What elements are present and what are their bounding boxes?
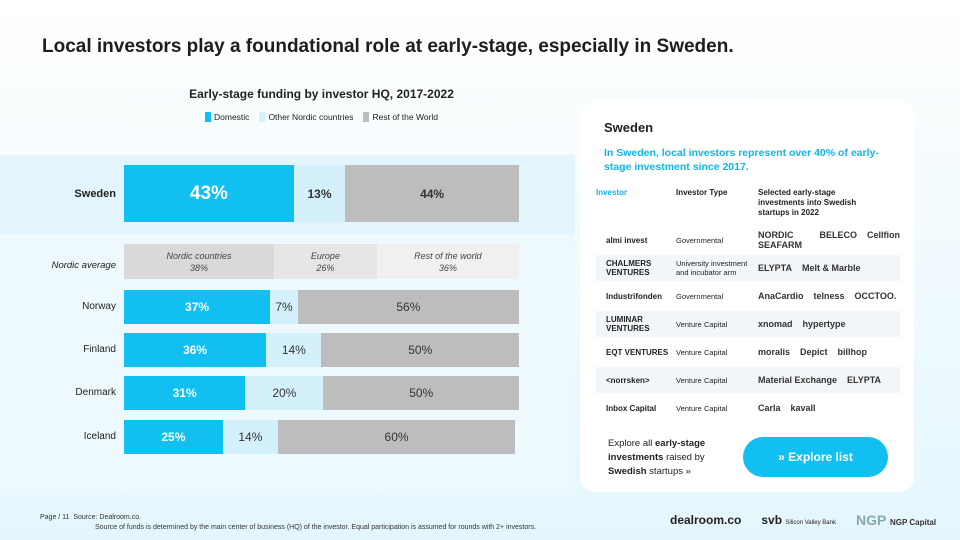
- investor-logo: EQT VENTURES: [606, 347, 669, 357]
- legend-rest: Rest of the World: [363, 112, 438, 122]
- bar-segment: 36%: [124, 333, 267, 367]
- startup-logo: ELYPTA: [847, 375, 882, 385]
- footnote: Source of funds is determined by the mai…: [95, 524, 537, 531]
- investor-type: University investment and incubator arm: [676, 259, 748, 277]
- nav-segment: Nordic countries 38%: [124, 244, 275, 279]
- startup-logo: Cellfion: [867, 230, 900, 240]
- page-number: Page / 11: [40, 514, 70, 521]
- bar-segment: 14%: [266, 333, 322, 367]
- nav-segment: Europe 26%: [274, 244, 377, 279]
- bar-segment: 44%: [345, 165, 519, 222]
- investor-type: Venture Capital: [676, 347, 728, 357]
- source: Source: Dealroom.co.: [73, 514, 142, 521]
- bar-segment: 13%: [293, 165, 346, 222]
- startup-logo: ELYPTA: [758, 263, 793, 273]
- startup-logo: BELECO: [819, 230, 857, 240]
- startup-logo: telness: [813, 291, 845, 301]
- svb-logo: svb Silicon Valley Bank: [761, 513, 836, 527]
- nordic-average-bar: Nordic countries 38% Europe 26% Rest of th…: [124, 244, 519, 279]
- bar-segment: 50%: [323, 376, 519, 410]
- bar-segment: 25%: [124, 420, 223, 454]
- startup-logo: billhop: [837, 347, 868, 357]
- investor-row: Inbox Capital Venture Capital Carla kaval…: [596, 395, 900, 421]
- header-type: Investor Type: [676, 188, 728, 197]
- investor-row: CHALMERS VENTURES University investment …: [596, 255, 900, 281]
- explore-text: Explore all early-stage investments rais…: [608, 438, 706, 477]
- category-label: Denmark: [75, 387, 116, 398]
- bar-segment: 50%: [321, 333, 519, 367]
- bar-finland: 36% 14% 50%: [124, 333, 519, 367]
- startup-logo: Melt & Marble: [802, 263, 861, 273]
- legend-label: Other Nordic countries: [268, 112, 354, 122]
- bar-segment: 31%: [124, 376, 246, 410]
- ngp-logo: NGP NGP Capital: [855, 512, 937, 528]
- bar-denmark: 31% 20% 50%: [124, 376, 519, 410]
- investor-logo: Industrifonden: [606, 291, 662, 301]
- investor-type: Governmental: [676, 235, 724, 245]
- sweden-card: [580, 102, 914, 492]
- investor-row: Industrifonden Governmental AnaCardio tel…: [596, 283, 900, 309]
- card-heading: Sweden: [604, 120, 654, 135]
- investor-row: <norrsken> Venture Capital Material Exch…: [596, 367, 900, 393]
- header-investor: Investor: [596, 188, 628, 197]
- category-label: Iceland: [83, 431, 116, 442]
- investor-row: LUMINAR VENTURES Venture Capital xnomad h…: [596, 311, 900, 337]
- investor-logo: CHALMERS VENTURES: [606, 259, 652, 277]
- bar-segment: 37%: [124, 290, 271, 324]
- bar-segment: 14%: [222, 420, 279, 454]
- bar-segment: 20%: [245, 376, 324, 410]
- dealroom-logo: dealroom.co: [670, 513, 742, 527]
- startup-logo: kavall: [790, 403, 816, 413]
- investor-logo: LUMINAR VENTURES: [606, 315, 650, 333]
- investor-logo: <norrsken>: [606, 375, 650, 385]
- chart-title: Early-stage funding by investor HQ, 2017…: [189, 87, 454, 101]
- page-title: Local investors play a foundational role…: [42, 36, 734, 57]
- partner-logos: dealroom.co svb Silicon Valley Bank NGP …: [670, 512, 936, 528]
- startup-logo: xnomad: [758, 319, 793, 329]
- investor-row: EQT VENTURES Venture Capital moralis Depi…: [596, 339, 900, 365]
- category-label: Norway: [82, 301, 116, 312]
- card-subtitle: In Sweden, local investors represent ove…: [604, 147, 879, 173]
- legend-other-nordic: Other Nordic countries: [259, 112, 353, 122]
- investor-type: Venture Capital: [676, 319, 728, 329]
- category-label: Sweden: [74, 187, 116, 200]
- startup-logo: moralis: [758, 347, 791, 357]
- startup-logo: AnaCardio: [758, 291, 804, 301]
- chart-legend: Domestic Other Nordic countries Rest of …: [124, 112, 519, 122]
- startup-logo: Carla: [758, 403, 781, 413]
- explore-list-button[interactable]: » Explore list: [743, 437, 888, 477]
- header-startups: Selected early-stage investments into Sw…: [758, 188, 857, 217]
- nav-segment: Rest of the world 36%: [376, 244, 519, 279]
- bar-segment: 60%: [278, 420, 516, 454]
- footer: Page / 11 Source: Dealroom.co. Source of…: [40, 513, 536, 533]
- startup-logo: NORDIC SEAFARM: [758, 230, 803, 250]
- investor-type: Venture Capital: [676, 403, 728, 413]
- investor-type: Governmental: [676, 291, 724, 301]
- startup-logo: Depict: [800, 347, 828, 357]
- bar-iceland: 25% 14% 60%: [124, 420, 519, 454]
- bar-segment: 43%: [124, 165, 294, 222]
- nordic-average-label: Nordic average: [51, 260, 116, 271]
- startup-logo: Material Exchange: [758, 375, 838, 385]
- bar-segment: 7%: [270, 290, 298, 324]
- bar-norway: 37% 7% 56%: [124, 290, 519, 324]
- investor-logo: almi invest: [606, 235, 648, 245]
- investor-row: almi invest Governmental NORDIC SEAFARM B…: [596, 227, 900, 253]
- legend-domestic: Domestic: [205, 112, 249, 122]
- startup-logo: OCCTOO.: [854, 291, 897, 301]
- category-label: Finland: [83, 344, 116, 355]
- investor-logo: Inbox Capital: [606, 403, 657, 413]
- bar-sweden: 43% 13% 44%: [124, 165, 519, 222]
- legend-label: Rest of the World: [372, 112, 438, 122]
- startup-logo: hypertype: [802, 319, 846, 329]
- investor-type: Venture Capital: [676, 375, 728, 385]
- legend-label: Domestic: [214, 112, 250, 122]
- bar-segment: 56%: [297, 290, 519, 324]
